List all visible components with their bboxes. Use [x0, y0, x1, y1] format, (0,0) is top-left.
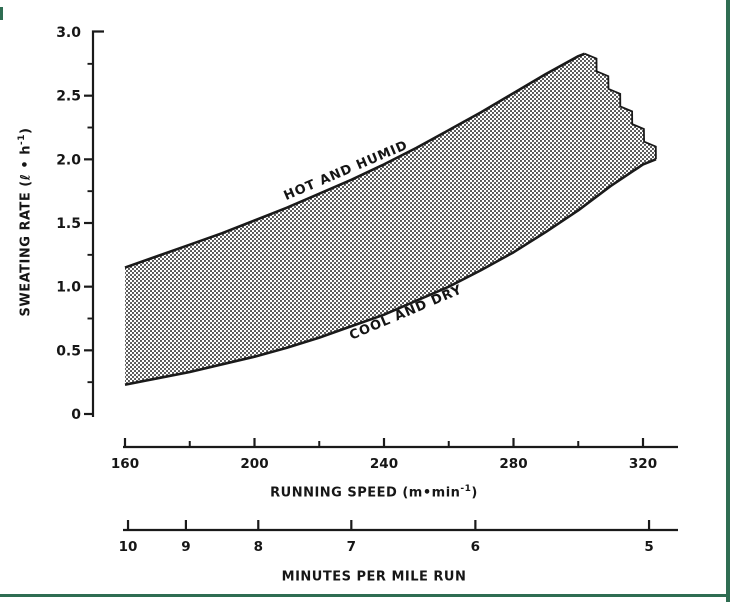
x-axis-title-text: RUNNING SPEED (m•min: [270, 485, 461, 501]
speed-axis-tick-label: 320: [629, 456, 657, 472]
y-axis-line: [91, 30, 104, 417]
speed-axis-tick-label: 160: [111, 456, 139, 472]
y-axis-title-close: ): [18, 127, 34, 134]
curve-hot-and-humid: [124, 52, 586, 269]
y-axis-tick-label: 2.5: [56, 89, 81, 105]
pace-axis-tick-label: 10: [119, 539, 138, 555]
band-jagged-right-edge: [584, 52, 657, 160]
pace-axis-tick-label: 9: [181, 539, 190, 555]
pace-axis-title: MINUTES PER MILE RUN: [281, 569, 467, 585]
y-axis-tick-label: 1.5: [56, 216, 81, 232]
y-axis-tick-label: 0: [71, 407, 81, 423]
band-fill-sweating-range: [125, 53, 656, 385]
x-axis-title-close: ): [471, 485, 478, 501]
y-axis-tick-label: 0.5: [56, 343, 81, 359]
pace-axis-tick-label: 7: [347, 539, 356, 555]
speed-axis-tick-label: 240: [370, 456, 398, 472]
scan-border-left-tick: [0, 7, 3, 20]
pace-axis-tick-label: 6: [471, 539, 480, 555]
pace-axis-tick-label: 5: [644, 539, 653, 555]
x-axis-title: RUNNING SPEED (m•min-1): [270, 484, 478, 501]
scan-border-bottom: [0, 594, 730, 597]
speed-axis-tick-label: 200: [240, 456, 268, 472]
y-axis-tick-label: 2.0: [56, 152, 81, 168]
y-axis-tick-label: 3.0: [56, 25, 81, 41]
pace-axis-tick-label: 8: [254, 539, 263, 555]
curve-cool-and-dry: [124, 158, 657, 386]
y-axis-title-sup: -1: [17, 134, 28, 145]
x-axis-title-sup: -1: [460, 484, 472, 495]
y-axis-title: SWEATING RATE (ℓ • h-1): [17, 127, 34, 317]
y-axis-tick-label: 1.0: [56, 280, 81, 296]
y-axis-title-text: SWEATING RATE (ℓ • h: [18, 145, 34, 317]
speed-axis-tick-label: 280: [499, 456, 527, 472]
scan-border-right: [726, 0, 730, 602]
